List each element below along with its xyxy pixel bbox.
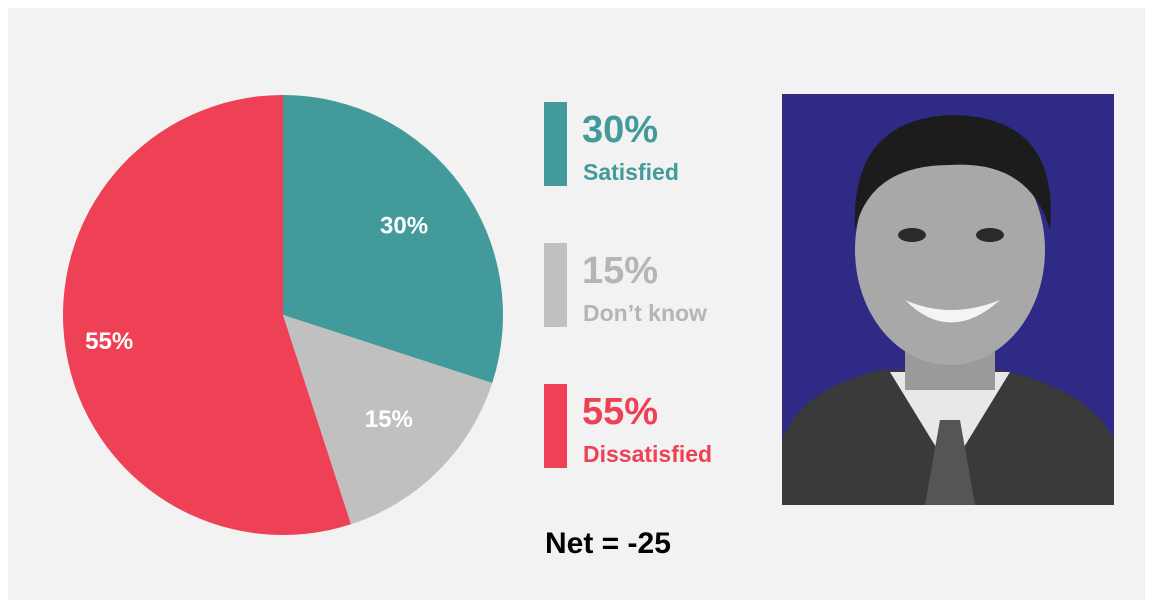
photo xyxy=(782,94,1114,505)
legend-value: 55% xyxy=(582,391,658,433)
slice-label: 55% xyxy=(85,328,133,355)
legend-swatch xyxy=(544,243,567,327)
legend-label: Satisfied xyxy=(583,159,679,185)
legend-value: 15% xyxy=(582,250,658,292)
net-annotation: Net = -25 xyxy=(545,527,671,560)
pie-slice xyxy=(283,95,503,383)
slice-label: 15% xyxy=(365,406,413,433)
pie-slice xyxy=(62,95,351,535)
legend-value: 30% xyxy=(582,109,658,151)
legend-label: Don’t know xyxy=(583,300,707,326)
legend-swatch xyxy=(544,384,567,468)
legend-swatch xyxy=(544,102,567,186)
pie-slice xyxy=(283,315,493,525)
legend-label: Dissatisfied xyxy=(583,441,712,467)
slice-label: 30% xyxy=(380,212,428,239)
